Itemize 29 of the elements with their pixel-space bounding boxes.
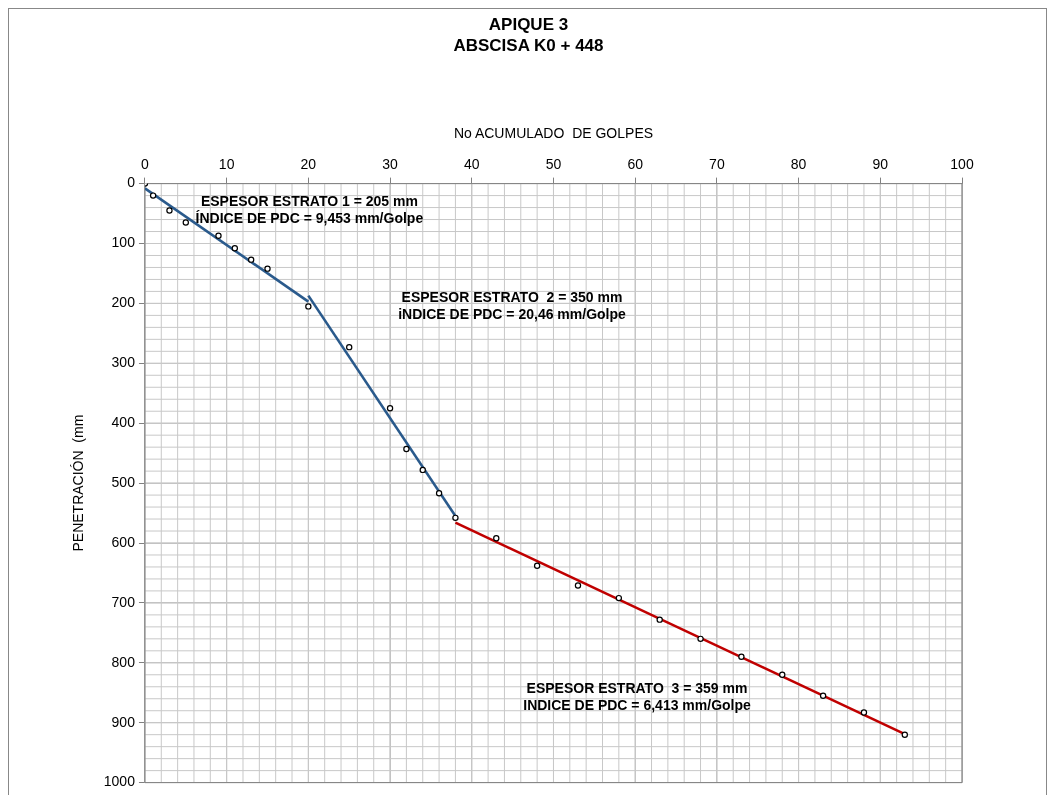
y-tick-label: 0: [127, 174, 136, 191]
y-tick-label: 800: [111, 653, 136, 670]
x-tick-label: 50: [545, 156, 562, 173]
y-tick-label: 900: [111, 713, 136, 730]
y-tick-label: 100: [111, 234, 136, 251]
y-tick-label: 200: [111, 294, 136, 311]
annotation: ESPESOR ESTRATO 3 = 359 mm INDICE DE PDC = 6,413 mm/Golpe: [523, 680, 752, 714]
x-tick-label: 80: [790, 156, 807, 173]
x-tick-label: 90: [872, 156, 889, 173]
chart-subtitle: ABSCISA K0 + 448: [452, 35, 605, 56]
y-tick-label: 400: [111, 414, 136, 431]
annotation: ESPESOR ESTRATO 2 = 350 mm iNDICE DE PDC = 20,46 mm/Golpe: [398, 289, 627, 323]
y-tick-label: 300: [111, 354, 136, 371]
y-tick-label: 700: [111, 593, 136, 610]
x-tick-label: 70: [709, 156, 725, 173]
y-tick-label: 500: [111, 473, 136, 490]
x-tick-label: 30: [382, 156, 399, 173]
x-tick-label: 20: [300, 156, 317, 173]
x-tick-label: 100: [950, 156, 974, 173]
x-tick-label: 10: [218, 156, 235, 173]
annotation: ESPESOR ESTRATO 1 = 205 mm ÍNDICE DE PDC = 9,453 mm/Golpe: [195, 193, 424, 227]
x-tick-label: 40: [463, 156, 480, 173]
x-tick-label: 60: [627, 156, 644, 173]
x-axis-title: No ACUMULADO DE GOLPES: [453, 125, 654, 142]
y-axis-title: PENETRACIÓN (mm: [70, 414, 87, 552]
x-tick-label: 0: [141, 156, 150, 173]
y-tick-label: 600: [111, 533, 136, 550]
y-tick-label: 1000: [103, 773, 136, 790]
chart-title: APIQUE 3: [487, 14, 570, 35]
